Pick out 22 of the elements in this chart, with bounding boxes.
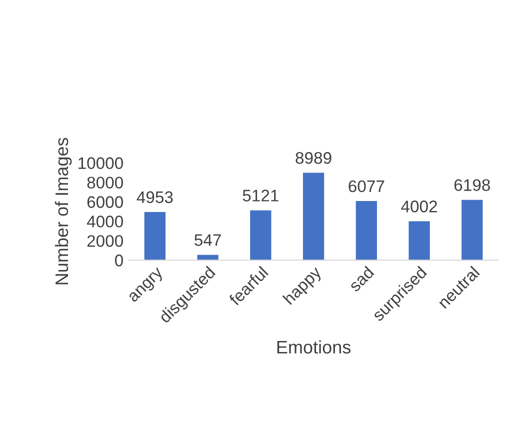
y-tick-label: 2000	[87, 235, 123, 247]
bar	[250, 210, 272, 260]
data-label: 4002	[401, 200, 437, 212]
data-label: 5121	[242, 190, 278, 202]
y-axis-title: Number of Images	[54, 138, 72, 284]
bar	[302, 172, 324, 260]
bar	[408, 221, 430, 260]
data-label: 8989	[296, 152, 332, 164]
data-label: 547	[194, 234, 221, 246]
y-tick-label: 6000	[87, 196, 123, 208]
y-tick-label: 0	[115, 254, 123, 266]
data-label: 4953	[136, 191, 173, 204]
x-tick-label: sad	[348, 266, 374, 292]
x-axis-title: Emotions	[277, 340, 351, 354]
bar	[356, 201, 377, 260]
data-label: 6077	[348, 180, 384, 192]
data-label: 6198	[454, 179, 490, 191]
bar	[144, 212, 166, 260]
y-tick-label: 10000	[78, 157, 123, 170]
bar	[462, 200, 483, 260]
y-tick-label: 8000	[87, 176, 123, 189]
y-tick-label: 4000	[86, 216, 123, 228]
